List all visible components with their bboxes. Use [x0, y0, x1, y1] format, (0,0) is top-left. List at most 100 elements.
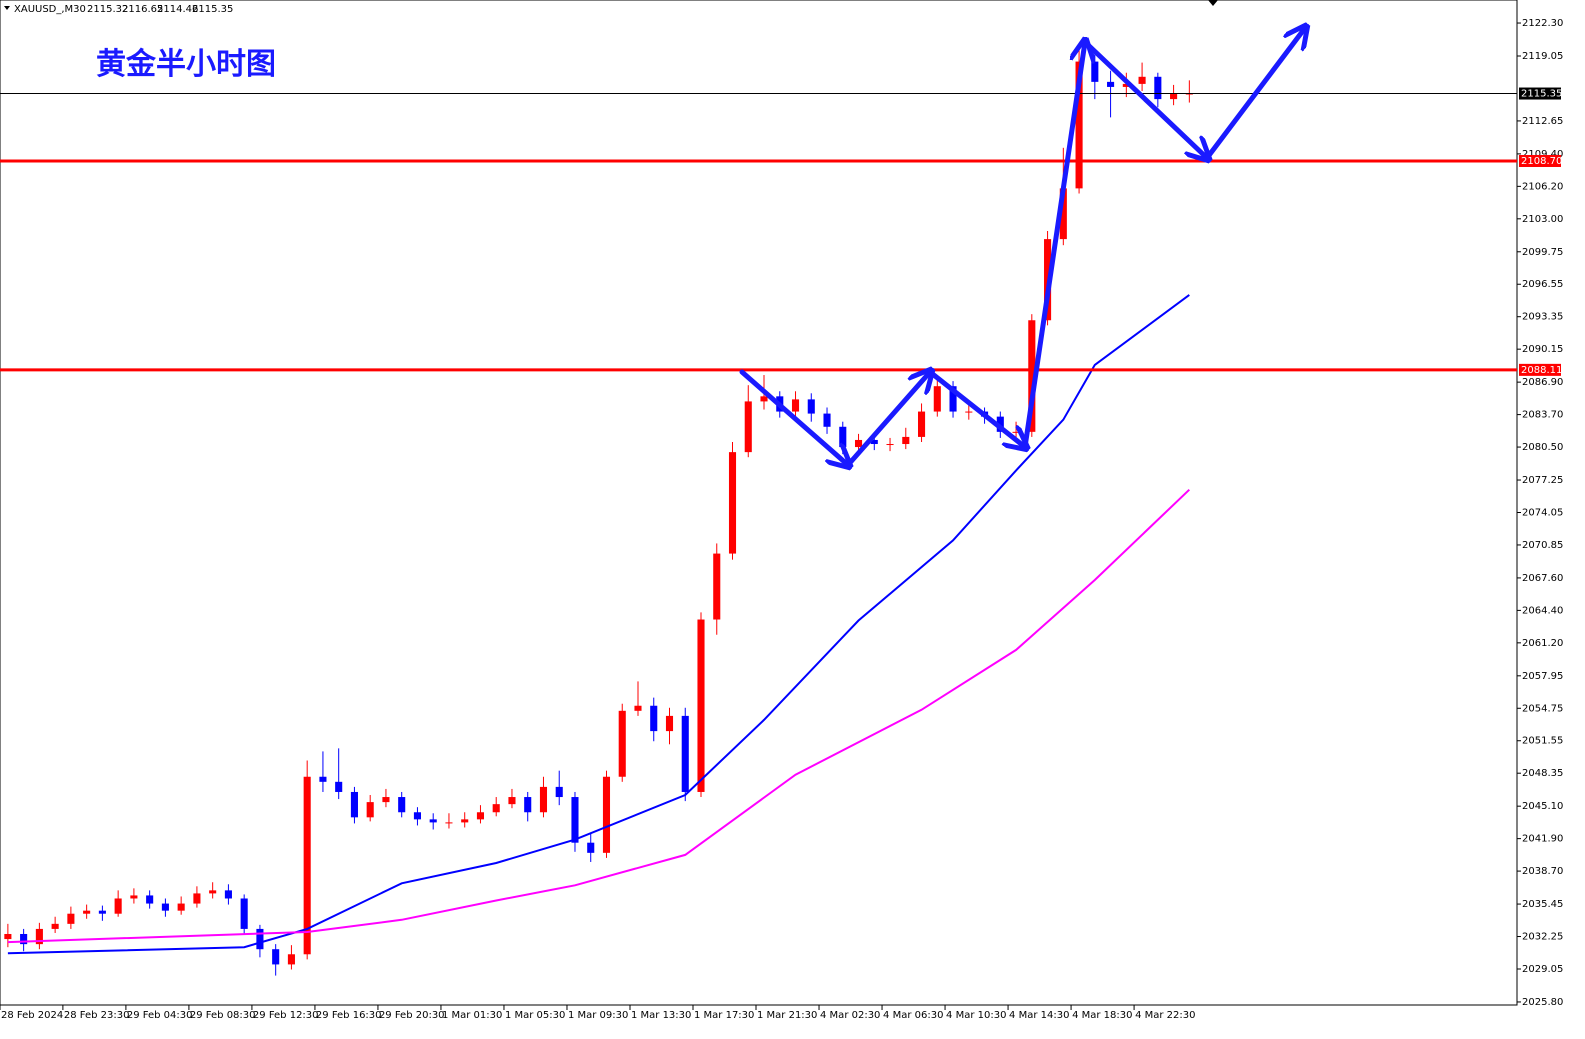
- y-tick-label: 2041.90: [1522, 834, 1563, 845]
- candle-body: [1075, 61, 1083, 189]
- x-tick-label: 1 Mar 09:30: [568, 1010, 628, 1021]
- candle-body: [508, 797, 516, 805]
- y-tick-label: 2106.20: [1522, 181, 1563, 192]
- candle-body: [823, 413, 831, 427]
- candle-body: [965, 411, 973, 413]
- moving-average: [7, 294, 1190, 955]
- y-tick-label: 2038.70: [1522, 866, 1563, 877]
- x-tick-label: 1 Mar 21:30: [757, 1010, 817, 1021]
- candle-body: [272, 949, 280, 965]
- candle-body: [67, 913, 75, 924]
- candle-body: [476, 812, 485, 820]
- arrow: [739, 369, 848, 465]
- plot-area: [0, 0, 1518, 1006]
- y-tick-label: 2109.40: [1522, 149, 1563, 160]
- candle-body: [445, 822, 453, 824]
- level-label-bg: [1519, 154, 1561, 167]
- y-tick-label: 2032.25: [1522, 932, 1563, 943]
- y-tick-label: 2061.20: [1522, 638, 1563, 649]
- candle-body: [461, 819, 469, 823]
- y-tick-label: 2090.15: [1522, 344, 1563, 355]
- x-tick-label: 4 Mar 18:30: [1072, 1010, 1132, 1021]
- y-tick-label: 2080.50: [1522, 442, 1563, 453]
- header-low: 2114.46: [157, 4, 198, 15]
- candle-body: [146, 895, 154, 904]
- candle-body: [224, 890, 232, 899]
- arrow: [1204, 28, 1305, 161]
- candle-body: [602, 776, 611, 853]
- candle-body: [193, 893, 201, 904]
- y-tick-label: 2077.25: [1522, 475, 1563, 486]
- candle-body: [665, 715, 674, 732]
- candle-body: [287, 954, 295, 965]
- candle-body: [933, 386, 941, 412]
- candle-body: [1059, 188, 1067, 240]
- candle-body: [1154, 76, 1162, 100]
- candle-body: [319, 776, 327, 782]
- y-tick-label: 2122.30: [1522, 18, 1563, 29]
- x-tick-label: 1 Mar 17:30: [694, 1010, 754, 1021]
- candle-body: [634, 705, 642, 711]
- y-tick-label: 2096.55: [1522, 279, 1563, 290]
- header-open: 2115.32: [87, 4, 128, 15]
- candle-body: [1138, 76, 1146, 84]
- candle-body: [650, 705, 658, 732]
- x-tick-label: 29 Feb 20:30: [379, 1010, 445, 1021]
- y-tick-label: 2119.05: [1522, 51, 1563, 62]
- candle-body: [760, 396, 768, 402]
- x-tick-label: 4 Mar 22:30: [1135, 1010, 1195, 1021]
- candle-body: [839, 426, 847, 448]
- x-tick-label: 29 Feb 08:30: [190, 1010, 256, 1021]
- candle-body: [350, 791, 358, 818]
- x-tick-label: 29 Feb 16:30: [316, 1010, 382, 1021]
- y-tick-label: 2045.10: [1522, 801, 1563, 812]
- y-tick-label: 2025.80: [1522, 997, 1563, 1008]
- y-tick-label: 2070.85: [1522, 540, 1563, 551]
- candle-body: [1091, 61, 1099, 82]
- y-tick-label: 2103.00: [1522, 214, 1563, 225]
- candle-body: [429, 819, 437, 823]
- level-label-bg: [1519, 363, 1561, 376]
- x-tick-label: 4 Mar 02:30: [820, 1010, 880, 1021]
- candle-body: [618, 710, 626, 777]
- x-tick-label: 28 Feb 2024: [1, 1010, 63, 1021]
- arrow: [927, 369, 1025, 447]
- y-tick-label: 2093.35: [1522, 312, 1563, 323]
- arrow: [1022, 42, 1085, 450]
- y-tick-label: 2029.05: [1522, 964, 1563, 975]
- candle-body: [398, 797, 406, 813]
- x-tick-label: 1 Mar 05:30: [505, 1010, 565, 1021]
- candle-body: [870, 439, 878, 445]
- candle-body: [807, 399, 815, 414]
- marks: [0, 46, 1517, 976]
- candle-body: [1170, 94, 1178, 100]
- arrow: [845, 372, 930, 468]
- candle-body: [917, 411, 926, 437]
- candle-body: [681, 715, 689, 792]
- candle-body: [697, 619, 705, 792]
- candle-body: [886, 444, 894, 446]
- candle-body: [1122, 83, 1130, 87]
- y-tick-label: 2054.75: [1522, 703, 1563, 714]
- y-tick-label: 2112.65: [1522, 116, 1563, 127]
- level-label: 2108.70: [1521, 156, 1562, 167]
- level-label: 2088.11: [1521, 365, 1562, 376]
- candle-body: [524, 797, 532, 813]
- candle-body: [555, 786, 563, 798]
- candle-body: [1028, 320, 1036, 432]
- candle-body: [382, 797, 390, 803]
- candle-body: [902, 436, 910, 445]
- header: XAUUSD_,M30 2115.32 2116.65 2114.46 2115…: [4, 4, 233, 15]
- chart-title: 黄金半小时图: [96, 47, 276, 82]
- candle-body: [413, 812, 421, 820]
- price-label: 2115.35: [1521, 89, 1562, 100]
- x-tick-label: 1 Mar 13:30: [631, 1010, 691, 1021]
- candle-body: [161, 903, 169, 911]
- y-tick-label: 2074.05: [1522, 507, 1563, 518]
- y-tick-label: 2064.40: [1522, 605, 1563, 616]
- candle-body: [492, 804, 500, 813]
- arrow: [1082, 39, 1207, 158]
- candle-body: [996, 416, 1004, 432]
- candle-body: [83, 910, 91, 914]
